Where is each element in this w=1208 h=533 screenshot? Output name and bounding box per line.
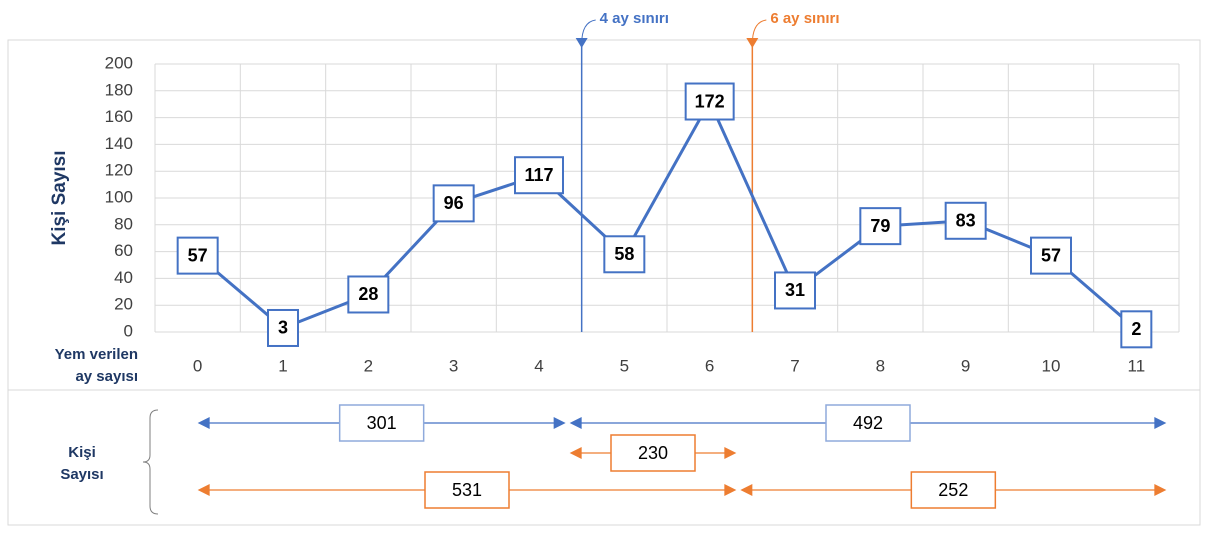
x-tick-label: 1 — [278, 356, 287, 375]
range-value: 301 — [367, 413, 397, 433]
y-tick-label: 160 — [105, 107, 133, 126]
range-arrowhead — [1154, 417, 1167, 429]
range-frame — [7, 389, 1201, 526]
x-tick-label: 6 — [705, 356, 714, 375]
range-arrowhead — [569, 417, 582, 429]
data-label-box — [603, 235, 646, 274]
data-label-box — [176, 236, 219, 275]
data-label-box — [944, 201, 987, 240]
ranges-label: Kişi — [68, 444, 96, 461]
data-label: 172 — [695, 91, 725, 111]
range-value: 230 — [638, 443, 668, 463]
y-tick-label: 80 — [114, 214, 133, 233]
data-label: 31 — [785, 280, 805, 300]
range-box — [910, 471, 997, 509]
data-label: 58 — [614, 244, 634, 264]
data-label: 117 — [524, 165, 553, 185]
boundary-arrowhead — [575, 38, 588, 48]
data-label: 96 — [444, 193, 464, 213]
range-value: 252 — [938, 480, 968, 500]
data-label-box — [774, 271, 816, 310]
x-axis-label: ay sayısı — [75, 368, 138, 385]
data-label: 3 — [278, 318, 288, 338]
x-tick-label: 8 — [876, 356, 885, 375]
data-label-box — [267, 308, 299, 347]
y-tick-label: 180 — [105, 80, 133, 99]
range-arrowhead — [553, 417, 566, 429]
range-box — [338, 404, 425, 442]
x-tick-label: 11 — [1128, 356, 1146, 375]
y-tick-label: 0 — [124, 321, 133, 340]
range-arrowhead — [197, 484, 210, 496]
data-label-box — [432, 184, 475, 223]
data-label: 83 — [956, 211, 976, 231]
data-label-box — [514, 156, 564, 195]
chart-frame — [7, 39, 1201, 391]
y-tick-label: 40 — [114, 268, 133, 287]
range-arrowhead — [1154, 484, 1167, 496]
range-box — [825, 404, 911, 442]
range-value: 492 — [853, 413, 883, 433]
data-label: 28 — [358, 284, 378, 304]
y-tick-label: 120 — [105, 161, 133, 180]
annotation: 6 ay sınırı — [770, 10, 839, 27]
x-tick-label: 2 — [364, 356, 373, 375]
data-label: 57 — [1041, 245, 1061, 265]
range-arrowhead — [724, 447, 737, 459]
data-label-box — [347, 275, 390, 314]
x-tick-label: 0 — [193, 356, 202, 375]
y-axis-label: Kişi Sayısı — [49, 150, 70, 245]
y-tick-label: 200 — [105, 53, 133, 72]
data-label-box — [859, 207, 902, 246]
range-arrowhead — [740, 484, 753, 496]
data-label-box — [1030, 236, 1072, 275]
data-label: 2 — [1131, 319, 1141, 339]
x-tick-label: 7 — [790, 356, 799, 375]
x-tick-label: 4 — [534, 356, 543, 375]
x-tick-label: 5 — [620, 356, 629, 375]
range-arrowhead — [569, 447, 582, 459]
y-tick-label: 100 — [105, 187, 133, 206]
range-arrowhead — [197, 417, 210, 429]
ranges-label: Sayısı — [60, 466, 103, 483]
y-tick-label: 20 — [114, 295, 133, 314]
data-label: 79 — [870, 216, 890, 236]
boundary-arrowhead — [746, 38, 759, 48]
range-box — [424, 471, 510, 509]
range-box — [610, 434, 696, 472]
data-label-box — [1120, 310, 1153, 349]
range-value: 531 — [452, 480, 482, 500]
x-tick-label: 10 — [1042, 356, 1061, 375]
x-tick-label: 3 — [449, 356, 458, 375]
range-arrowhead — [724, 484, 737, 496]
y-tick-label: 60 — [114, 241, 133, 260]
y-tick-label: 140 — [105, 134, 133, 153]
annotation: 4 ay sınırı — [600, 10, 669, 27]
brace — [142, 409, 159, 515]
x-axis-label: Yem verilen — [55, 346, 138, 363]
x-tick-label: 9 — [961, 356, 970, 375]
data-label: 57 — [188, 245, 208, 265]
data-label-box — [684, 82, 735, 121]
